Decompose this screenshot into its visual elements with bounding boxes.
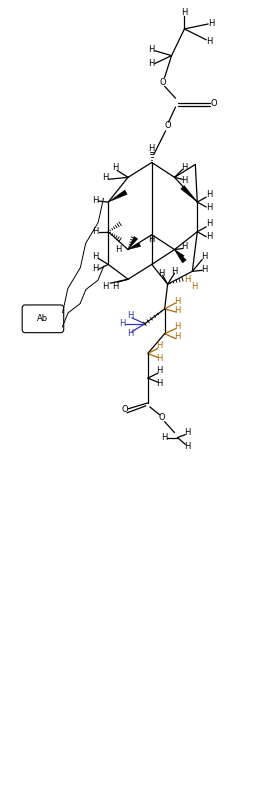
Text: H: H [171, 267, 178, 276]
Text: O: O [159, 78, 166, 87]
Text: Ab: Ab [37, 314, 48, 323]
Text: H: H [181, 8, 188, 17]
Text: H: H [92, 196, 99, 204]
Polygon shape [128, 237, 138, 249]
Text: H: H [156, 379, 163, 387]
Text: H: H [127, 312, 133, 320]
Text: H: H [206, 37, 212, 47]
Text: H: H [112, 163, 118, 172]
Text: H: H [181, 163, 188, 172]
Text: H: H [156, 341, 163, 350]
FancyBboxPatch shape [22, 305, 64, 333]
Text: H: H [174, 332, 181, 341]
Text: H: H [149, 59, 155, 68]
Text: H: H [184, 275, 190, 284]
Text: H: H [206, 203, 212, 211]
Text: H: H [92, 252, 99, 261]
Polygon shape [174, 249, 184, 260]
Text: H: H [206, 232, 212, 241]
Text: H: H [92, 227, 99, 236]
Text: H: H [159, 269, 165, 278]
Text: H: H [206, 219, 212, 228]
Text: H: H [102, 173, 108, 181]
Text: H: H [206, 189, 212, 199]
Text: H: H [208, 20, 214, 28]
Polygon shape [181, 185, 197, 202]
Text: H: H [112, 282, 118, 290]
Text: O: O [122, 406, 128, 414]
Text: H: H [184, 442, 190, 451]
Text: H: H [156, 366, 163, 375]
Text: H: H [201, 265, 208, 274]
Polygon shape [128, 243, 141, 249]
Text: H: H [119, 320, 125, 328]
Text: H: H [191, 282, 198, 290]
Text: H: H [92, 264, 99, 273]
Polygon shape [174, 249, 186, 263]
Text: H: H [174, 322, 181, 331]
Text: O: O [164, 122, 171, 130]
Text: H: H [174, 297, 181, 305]
Text: H: H [127, 329, 133, 338]
Polygon shape [108, 190, 127, 202]
Text: H: H [149, 235, 155, 244]
Text: H: H [149, 144, 155, 153]
Text: H: H [115, 245, 121, 254]
Text: O: O [158, 413, 165, 422]
Text: H: H [181, 242, 188, 251]
Text: H: H [161, 433, 168, 442]
Text: H: H [174, 306, 181, 316]
Text: H: H [184, 428, 190, 437]
Text: H: H [156, 354, 163, 363]
Text: H: H [201, 252, 208, 261]
Text: H: H [102, 282, 108, 290]
Text: H: H [181, 176, 188, 185]
Text: O: O [211, 99, 217, 107]
Text: H: H [149, 45, 155, 54]
